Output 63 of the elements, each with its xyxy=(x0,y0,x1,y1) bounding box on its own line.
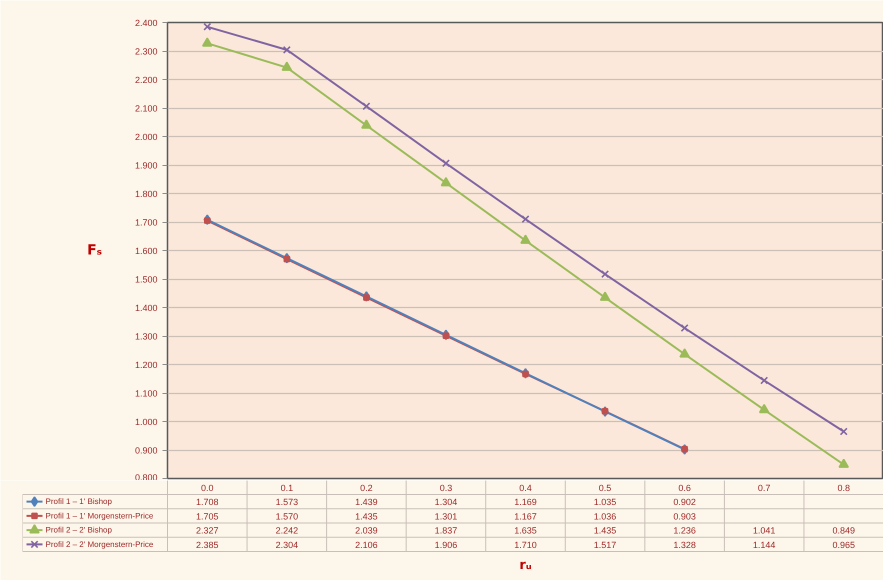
y-tick-label: 1.500 xyxy=(134,274,158,284)
legend-label: Profil 1 – 1' Bishop xyxy=(46,497,113,506)
x-tick-label: 0.8 xyxy=(837,483,850,493)
data-label: 2.327 xyxy=(196,526,219,536)
data-label: 1.301 xyxy=(434,511,458,522)
y-tick-label: 2.200 xyxy=(134,75,158,85)
data-label: 1.236 xyxy=(673,526,696,536)
data-label: 1.304 xyxy=(434,497,458,508)
data-label: 0.965 xyxy=(832,540,855,550)
y-tick-label: 2.000 xyxy=(134,132,158,142)
data-label: 1.041 xyxy=(752,526,776,536)
data-label: 0.902 xyxy=(673,497,696,508)
x-tick-label: 0.5 xyxy=(598,483,612,493)
data-label: 1.435 xyxy=(355,511,378,522)
data-label: 2.385 xyxy=(196,540,219,550)
data-label: 1.837 xyxy=(434,526,458,536)
y-tick-label: 1.400 xyxy=(134,303,158,313)
y-tick-label: 1.600 xyxy=(134,246,158,256)
x-tick-label: 0.3 xyxy=(440,483,452,493)
data-label: 1.708 xyxy=(196,497,219,508)
data-label: 2.106 xyxy=(355,540,378,550)
x-tick-label: 0.6 xyxy=(678,483,691,493)
legend-label: Profil 2 – 2' Bishop xyxy=(46,526,113,535)
y-tick-label: 1.100 xyxy=(134,388,158,398)
y-tick-label: 2.100 xyxy=(134,104,158,114)
data-label: 0.903 xyxy=(673,511,696,522)
x-tick-label: 0.0 xyxy=(201,483,214,493)
data-label: 1.573 xyxy=(276,497,298,508)
data-label: 1.710 xyxy=(514,540,537,550)
data-label: 1.036 xyxy=(594,511,616,522)
data-label: 1.328 xyxy=(673,540,696,550)
data-label: 1.169 xyxy=(514,497,537,508)
x-tick-label: 0.4 xyxy=(519,483,532,493)
x-tick-label: 0.2 xyxy=(360,483,373,493)
legend-label: Profil 2 – 2' Morgenstern-Price xyxy=(46,540,154,549)
y-tick-label: 1.700 xyxy=(134,218,158,228)
data-label: 1.435 xyxy=(594,526,616,536)
data-label: 1.635 xyxy=(514,526,537,536)
y-tick-label: 0.900 xyxy=(134,446,158,456)
x-axis-title: rᵤ xyxy=(519,558,532,573)
data-label: 1.906 xyxy=(434,540,458,550)
y-axis-title: Fₛ xyxy=(87,242,102,258)
data-label: 2.304 xyxy=(276,540,298,550)
y-tick-label: 1.300 xyxy=(134,332,158,342)
y-tick-label: 2.300 xyxy=(134,46,158,56)
y-tick-label: 1.800 xyxy=(134,189,158,199)
data-label: 1.144 xyxy=(752,540,776,550)
data-label: 1.517 xyxy=(594,540,616,550)
y-tick-label: 1.000 xyxy=(134,417,158,427)
data-label: 2.039 xyxy=(355,526,378,536)
data-label: 1.035 xyxy=(594,497,616,508)
legend-label: Profil 1 – 1' Morgenstern-Price xyxy=(46,511,154,520)
data-label: 0.849 xyxy=(832,526,855,536)
y-tick-label: 2.400 xyxy=(134,18,158,28)
data-label: 1.570 xyxy=(276,511,298,522)
data-label: 1.439 xyxy=(355,497,378,508)
y-tick-label: 1.900 xyxy=(134,160,158,170)
data-label: 1.167 xyxy=(514,511,537,522)
data-label: 2.242 xyxy=(276,526,298,536)
x-tick-label: 0.1 xyxy=(280,483,294,493)
x-tick-label: 0.7 xyxy=(758,483,770,493)
data-label: 1.705 xyxy=(196,511,219,522)
y-tick-label: 1.200 xyxy=(134,360,158,370)
